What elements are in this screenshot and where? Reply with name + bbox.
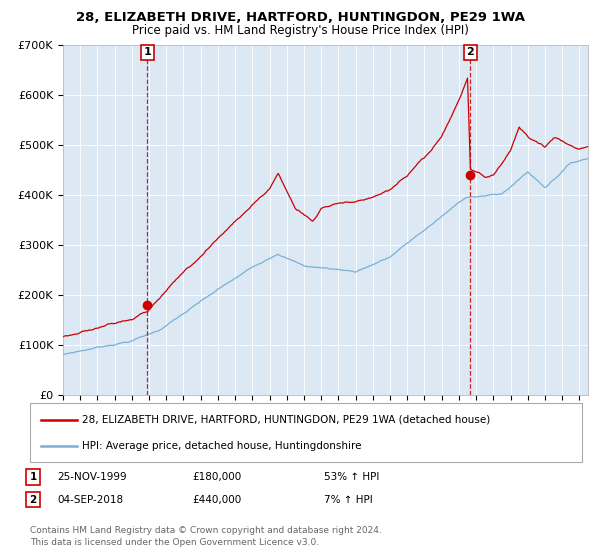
Text: 2: 2 xyxy=(467,47,475,57)
Text: Price paid vs. HM Land Registry's House Price Index (HPI): Price paid vs. HM Land Registry's House … xyxy=(131,24,469,36)
Text: 25-NOV-1999: 25-NOV-1999 xyxy=(57,472,127,482)
Text: 1: 1 xyxy=(143,47,151,57)
Text: This data is licensed under the Open Government Licence v3.0.: This data is licensed under the Open Gov… xyxy=(30,538,319,547)
Text: £440,000: £440,000 xyxy=(192,494,241,505)
Text: 53% ↑ HPI: 53% ↑ HPI xyxy=(324,472,379,482)
Text: 28, ELIZABETH DRIVE, HARTFORD, HUNTINGDON, PE29 1WA: 28, ELIZABETH DRIVE, HARTFORD, HUNTINGDO… xyxy=(76,11,524,24)
Text: Contains HM Land Registry data © Crown copyright and database right 2024.: Contains HM Land Registry data © Crown c… xyxy=(30,526,382,535)
FancyBboxPatch shape xyxy=(30,403,582,462)
Text: HPI: Average price, detached house, Huntingdonshire: HPI: Average price, detached house, Hunt… xyxy=(82,441,362,451)
Text: 04-SEP-2018: 04-SEP-2018 xyxy=(57,494,123,505)
Text: 1: 1 xyxy=(29,472,37,482)
Text: 7% ↑ HPI: 7% ↑ HPI xyxy=(324,494,373,505)
Text: 2: 2 xyxy=(29,494,37,505)
Text: £180,000: £180,000 xyxy=(192,472,241,482)
Text: 28, ELIZABETH DRIVE, HARTFORD, HUNTINGDON, PE29 1WA (detached house): 28, ELIZABETH DRIVE, HARTFORD, HUNTINGDO… xyxy=(82,414,491,424)
